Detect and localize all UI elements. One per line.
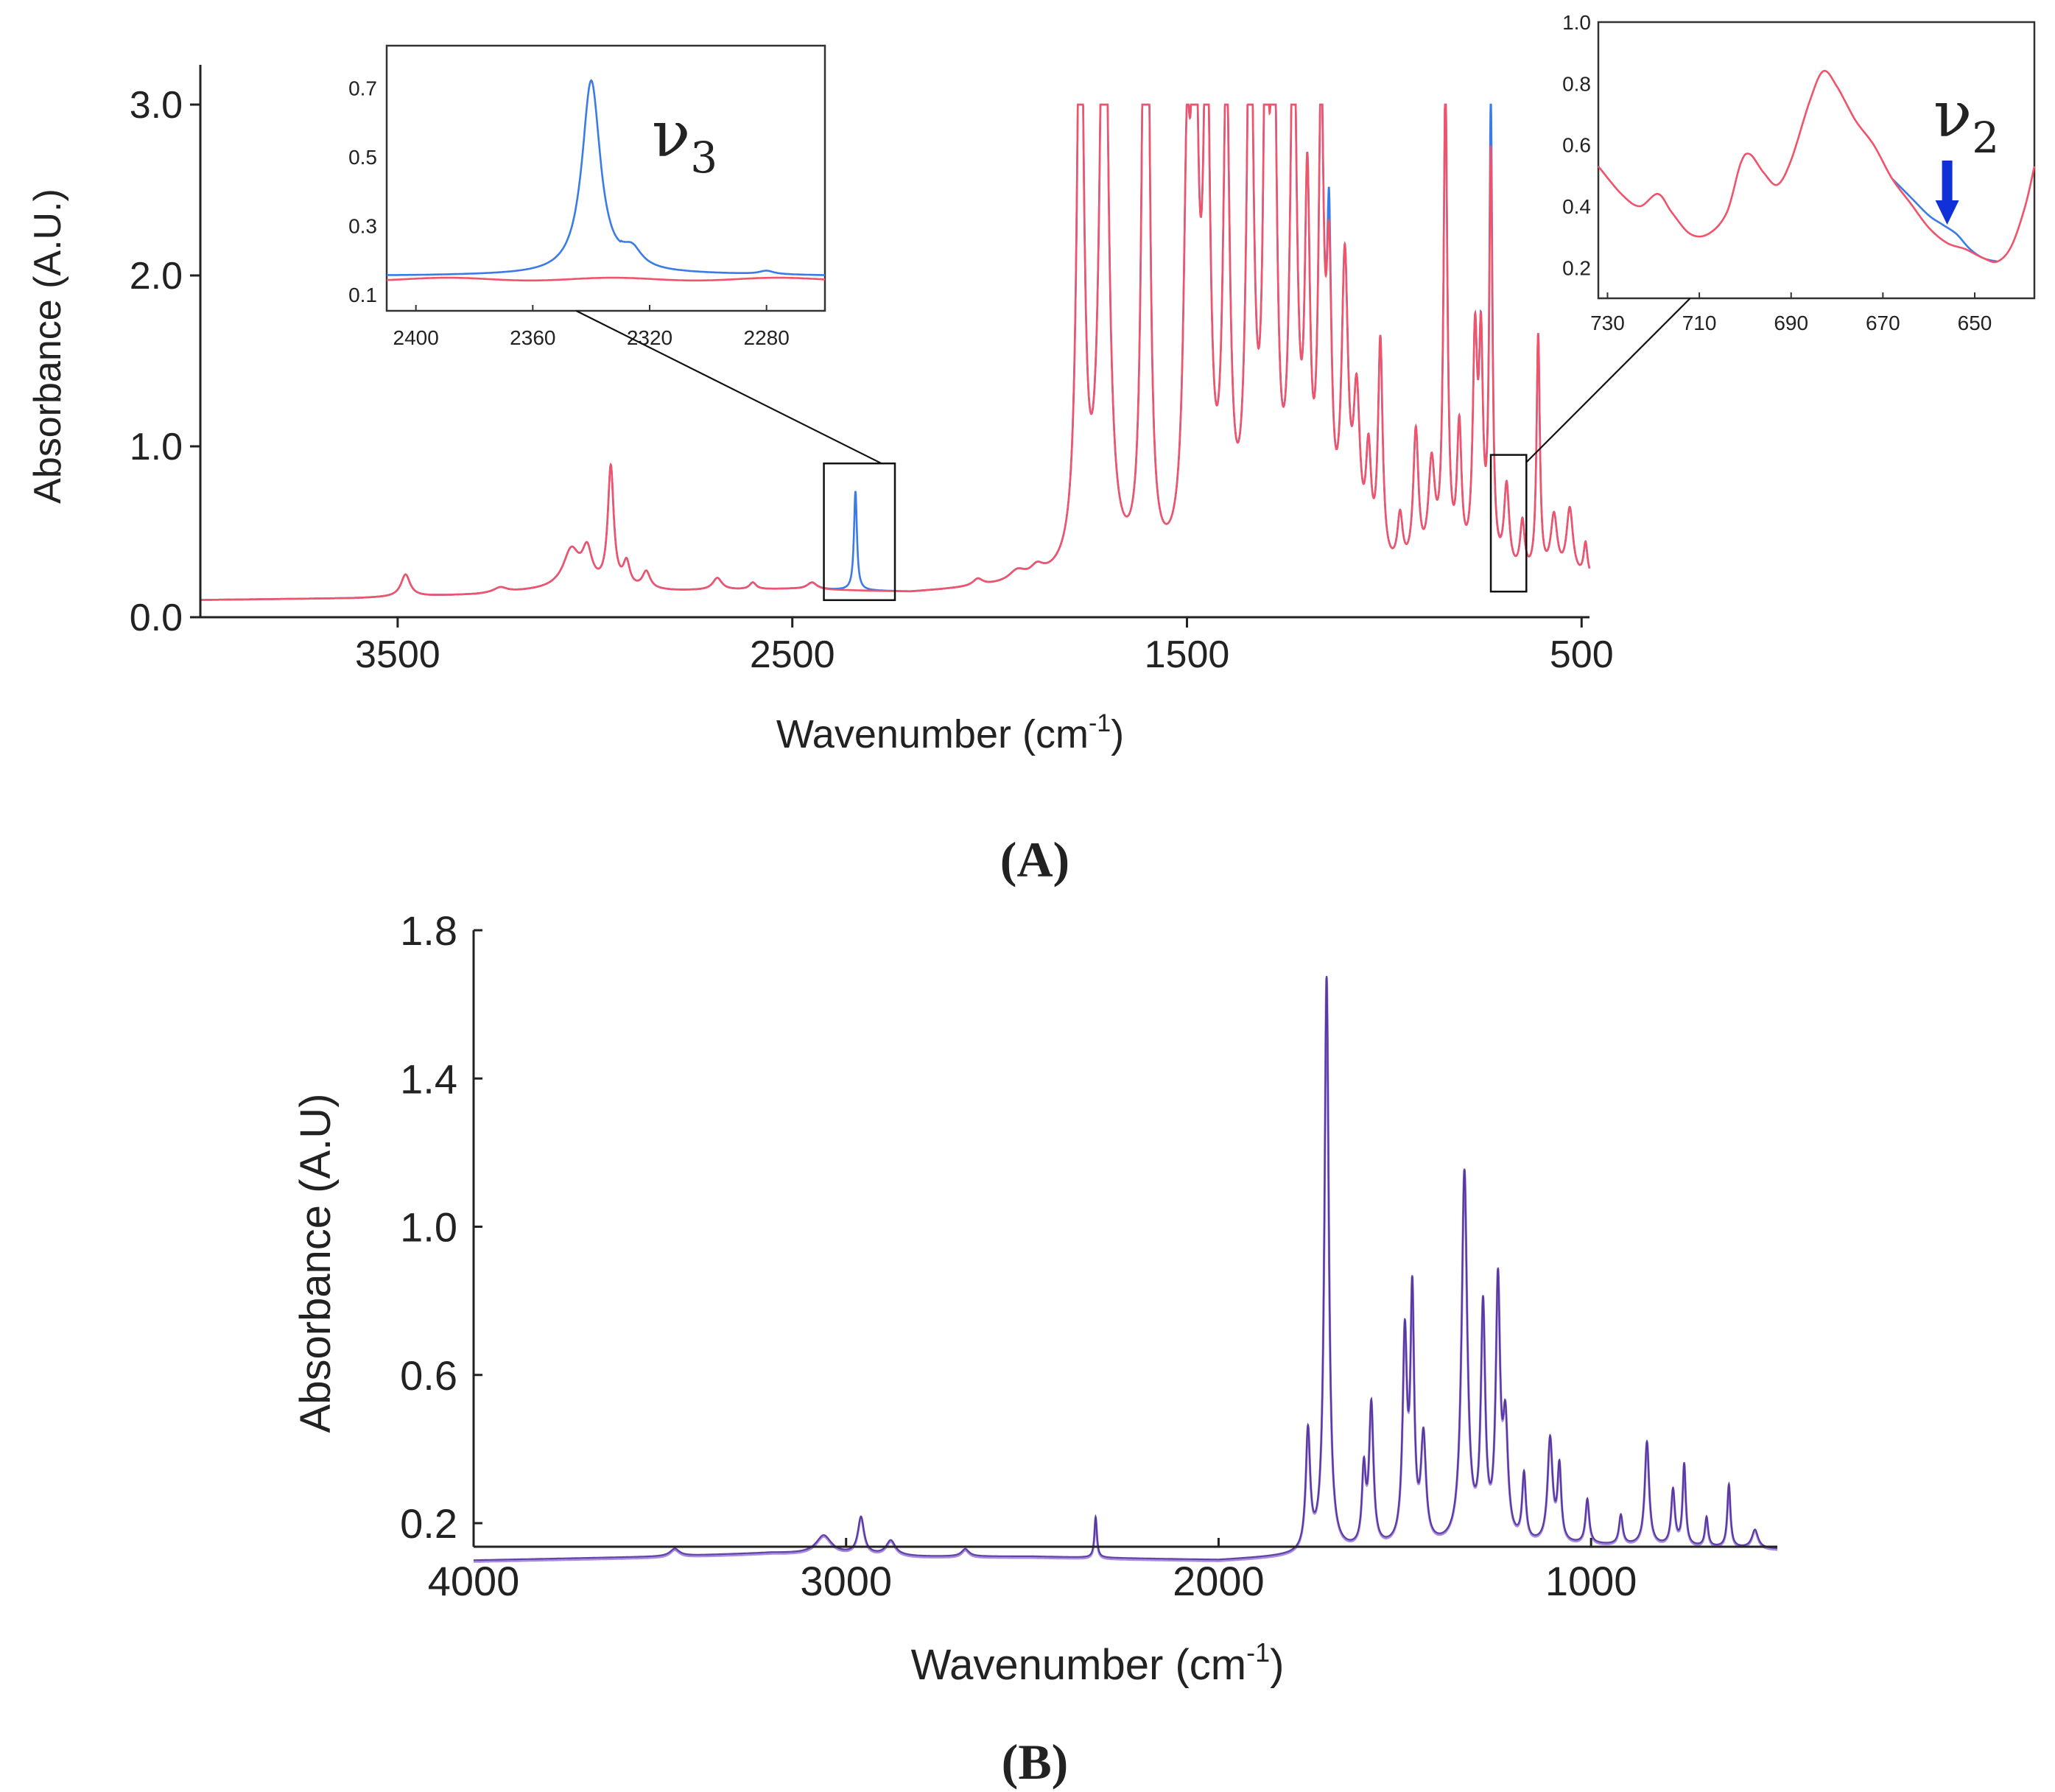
- nu2-arrow: [1935, 161, 1959, 225]
- inset-nu2-x-tick-label: 730: [1590, 312, 1625, 334]
- inset-nu3-x-tick-label: 2400: [393, 326, 439, 349]
- panel-a-x-tick-label: 1500: [1145, 633, 1230, 676]
- inset-nu3-y-tick-label: 0.1: [348, 284, 377, 306]
- inset-nu2-y-tick-label: 1.0: [1562, 11, 1591, 34]
- connector-line-nu2: [1525, 298, 1691, 463]
- inset-nu2-y-tick-label: 0.4: [1562, 195, 1591, 218]
- nu2-arrow-shaft: [1942, 161, 1953, 201]
- panel-b-x-axis-label: Wavenumber (cm-1): [911, 1637, 1285, 1689]
- panel-b-x-tick-label: 4000: [428, 1558, 520, 1604]
- connector-line-nu3: [575, 310, 882, 465]
- inset-nu3: 2400 2360 2320 2280 0.1 0.3 0.5 0.7 ν3: [348, 44, 826, 349]
- panel-b-x-tick-label: 3000: [800, 1558, 892, 1604]
- panel-a-axes: 3500 2500 1500 500 0.0 1.0 2.0 3.0: [130, 65, 1614, 676]
- panel-a-x-tick-label: 2500: [750, 633, 835, 676]
- panel-a-x-tick-label: 3500: [355, 633, 440, 676]
- inset-nu3-y-tick-label: 0.5: [348, 146, 377, 169]
- inset-nu2-x-tick-label: 670: [1866, 312, 1900, 334]
- inset-nu3-y-tick-label: 0.3: [348, 214, 377, 237]
- inset-nu2-y-tick-label: 0.6: [1562, 134, 1591, 157]
- panel-b-x-tick-label: 1000: [1545, 1558, 1637, 1604]
- inset-nu3-axes: 2400 2360 2320 2280 0.1 0.3 0.5 0.7: [348, 77, 790, 349]
- inset-nu2-x-tick-label: 650: [1958, 312, 1992, 334]
- panel-b-x-tick-label: 2000: [1173, 1558, 1265, 1604]
- panel-a-y-tick-label: 0.0: [130, 597, 183, 639]
- inset-nu2-x-tick-label: 690: [1774, 312, 1808, 334]
- nu2-arrow-head: [1935, 200, 1959, 225]
- inset-nu2-label: ν2: [1933, 78, 1999, 163]
- panel-b-y-tick-label: 0.6: [400, 1352, 457, 1399]
- inset-nu3-label: ν3: [652, 98, 717, 183]
- inset-nu2-y-tick-label: 0.2: [1562, 256, 1591, 279]
- panel-a-y-axis-label: Absorbance (A.U.): [27, 189, 69, 504]
- inset-nu2-red-spectrum: [1597, 69, 2036, 264]
- panel-b-label: (B): [1002, 1734, 1069, 1790]
- highlight-box-2: [1489, 454, 1528, 593]
- panel-a-x-axis-label: Wavenumber (cm-1): [776, 709, 1124, 756]
- panel-a-y-tick-label: 3.0: [130, 84, 183, 127]
- inset-nu3-x-tick-label: 2360: [510, 326, 555, 349]
- inset-nu2-y-tick-label: 0.8: [1562, 72, 1591, 95]
- panel-b-violet-spectrum: [474, 976, 1778, 1561]
- panel-a-label: (A): [1000, 832, 1069, 888]
- inset-nu3-y-tick-label: 0.7: [348, 77, 377, 99]
- inset-nu2-axes: 730 710 690 670 650 0.2 0.4 0.6 0.8 1.0: [1562, 11, 1992, 334]
- inset-nu3-frame: [385, 44, 826, 312]
- panel-a-y-tick-label: 1.0: [130, 426, 183, 468]
- panel-a-chart: 3500 2500 1500 500 0.0 1.0 2.0 3.0 Wavenumber (…: [27, 65, 1614, 756]
- panel-b-y-tick-label: 1.8: [400, 907, 457, 954]
- inset-connector-lines: [575, 298, 1691, 465]
- inset-nu2-x-tick-label: 710: [1682, 312, 1717, 334]
- panel-b-axes: 4000 3000 2000 1000 0.2 0.6 1.0 1.4 1.8: [400, 907, 1777, 1604]
- inset-nu2-spectra: [1597, 69, 2036, 264]
- panel-a-highlight-boxes: [823, 454, 1528, 602]
- inset-nu3-x-tick-label: 2280: [744, 326, 790, 349]
- panel-b-y-tick-label: 1.0: [400, 1204, 457, 1251]
- inset-nu3-blue-spectrum: [386, 79, 825, 276]
- panel-b-lavender-spectrum: [473, 977, 1778, 1563]
- panel-a-x-tick-label: 500: [1550, 633, 1614, 676]
- panel-a-y-tick-label: 2.0: [130, 255, 183, 298]
- inset-nu2: 730 710 690 670 650 0.2 0.4 0.6 0.8 1.0 ν2: [1562, 11, 2036, 334]
- inset-nu3-x-tick-label: 2320: [627, 326, 672, 349]
- panel-b-chart: 4000 3000 2000 1000 0.2 0.6 1.0 1.4 1.8 Wavenumb…: [292, 907, 1778, 1689]
- panel-b-y-axis-label: Absorbance (A.U): [292, 1094, 340, 1433]
- panel-b-spectra: [473, 976, 1778, 1563]
- panel-b-y-tick-label: 0.2: [400, 1500, 457, 1547]
- inset-nu2-frame: [1597, 21, 2036, 300]
- highlight-box-1: [823, 462, 896, 602]
- inset-nu3-red-spectrum: [387, 276, 826, 282]
- panel-b-y-tick-label: 1.4: [400, 1055, 457, 1102]
- inset-nu3-spectra: [386, 79, 826, 282]
